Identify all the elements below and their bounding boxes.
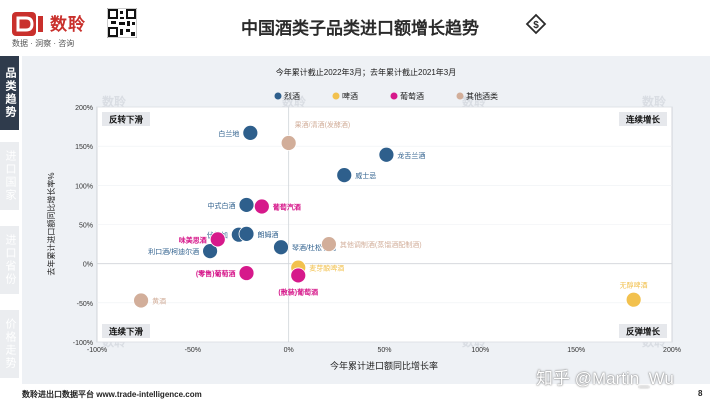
x-tick-label: -100%	[87, 347, 107, 354]
tab-import-provinces-label: 进口省份	[4, 234, 16, 286]
legend-marker	[456, 92, 464, 100]
quadrant-label-top-right: 连续增长	[626, 115, 661, 125]
data-point[interactable]	[336, 167, 353, 184]
legend-label: 其他酒类	[466, 91, 498, 101]
data-point[interactable]	[238, 225, 255, 242]
tab-price-trend[interactable]: 价格走势	[0, 310, 19, 378]
footer: 数聆进出口数据平台 www.trade-intelligence.com 8	[0, 386, 720, 405]
data-point[interactable]	[238, 197, 255, 213]
page-title: 中国酒类子品类进口额增长趋势	[241, 19, 479, 38]
footer-platform: 数聆进出口数据平台 www.trade-intelligence.com	[22, 390, 202, 399]
watermark-logo: 数聆	[642, 94, 666, 109]
x-tick-label: 100%	[471, 347, 489, 354]
y-tick-label: 150%	[75, 144, 93, 151]
x-axis-label: 今年累计进口额同比增长率	[330, 360, 438, 371]
chart-note: 今年累计截止2022年3月；去年累计截止2021年3月	[276, 67, 457, 77]
data-label: 利口酒/柯迪尔酒	[148, 247, 199, 256]
data-label: 黄酒	[152, 296, 166, 305]
data-points: 白兰地龙舌兰酒威士忌中式白酒伏特加朗姆酒利口酒/柯迪尔酒琴酒/杜松子酒麦芽酿啤酒…	[133, 120, 648, 309]
tab-price-trend-label: 价格走势	[4, 318, 16, 370]
brand-name: 数聆	[50, 15, 86, 34]
y-tick-label: -50%	[77, 301, 93, 308]
legend-label: 葡萄酒	[400, 91, 424, 101]
chart-axes: -100%-100% -50% -50% 0% 0% 50% 50% 100% 100% 150%…	[73, 105, 681, 354]
y-tick-label: 0%	[83, 262, 93, 269]
data-label: 其他调制酒(蒸馏酒配制酒)	[340, 240, 422, 249]
y-tick-label: 200%	[75, 105, 93, 112]
watermark-logo: 数聆	[102, 94, 126, 109]
x-tick-label: -50%	[185, 347, 201, 354]
chart-panel: 数聆 数聆 数聆 数聆 数聆 数聆 数聆 数聆 数聆 数聆 今年累计截止2022…	[22, 56, 710, 384]
tab-category-trend[interactable]: 品类趋势	[0, 56, 19, 130]
data-label: (零售)葡萄酒	[196, 269, 236, 278]
watermark-logo: 数聆	[462, 94, 486, 109]
data-point[interactable]	[280, 135, 297, 151]
data-label: 中式白酒	[208, 201, 236, 210]
quadrant-label-bottom-right: 反弹增长	[626, 327, 661, 337]
y-axis-label: 去年累计进口额同比增长率%	[46, 172, 56, 275]
tab-category-trend-label: 品类趋势	[4, 67, 16, 119]
data-label: 朗姆酒	[258, 230, 279, 239]
data-label: 味美思酒	[179, 235, 207, 244]
data-label: (散装)葡萄酒	[278, 287, 318, 296]
data-point[interactable]	[202, 243, 218, 260]
sidebar: 品类趋势 进口国家 进口省份 价格走势	[0, 56, 19, 386]
quadrant-label-top-left: 反转下滑	[109, 115, 144, 125]
chart-legend: 烈酒 啤酒 葡萄酒 其他酒类	[274, 91, 498, 101]
watermark-logo: 数聆	[282, 94, 306, 109]
data-label: 麦芽酿啤酒	[309, 264, 344, 273]
quadrant-label-bg	[619, 324, 667, 338]
data-label: 琴酒/杜松子酒	[292, 243, 336, 252]
y-tick-label: 50%	[79, 223, 93, 230]
legend-marker	[274, 92, 282, 100]
data-label: 龙舌兰酒	[397, 151, 425, 160]
data-label: 果酒/清酒(发酵酒)	[295, 120, 351, 129]
legend-label: 烈酒	[284, 92, 300, 101]
qr-code-icon	[107, 8, 137, 38]
data-point[interactable]	[242, 124, 259, 141]
quadrant-label-bg	[102, 324, 150, 338]
data-label: 威士忌	[355, 171, 376, 180]
money-tag-icon: $	[525, 13, 547, 35]
data-label: 葡萄汽酒	[272, 202, 301, 211]
data-point[interactable]	[378, 146, 395, 163]
data-label: 白兰地	[218, 129, 239, 138]
data-point[interactable]	[253, 198, 270, 215]
data-point[interactable]	[273, 239, 289, 256]
data-point[interactable]	[290, 267, 307, 284]
x-tick-label: 150%	[567, 347, 585, 354]
y-tick-label: 100%	[75, 183, 93, 190]
legend-marker	[332, 92, 340, 100]
quadrant-label-bg	[102, 112, 150, 126]
source-watermark: 知乎 @Martin_Wu	[536, 369, 674, 388]
x-tick-label: 0%	[284, 347, 294, 354]
data-point[interactable]	[238, 265, 255, 281]
y-tick-label: -100%	[73, 340, 93, 347]
svg-text:$: $	[533, 20, 539, 31]
data-point[interactable]	[625, 291, 642, 308]
tab-import-countries[interactable]: 进口国家	[0, 142, 19, 210]
tab-import-provinces[interactable]: 进口省份	[0, 226, 19, 294]
quadrant-label-bg	[619, 112, 667, 126]
brand-logo[interactable]: 数聆 数据 · 洞察 · 咨询	[6, 8, 136, 48]
growth-scatter-chart: 数聆 数聆 数聆 数聆 数聆 数聆 数聆 数聆 数聆 数聆 今年累计截止2022…	[46, 67, 681, 371]
x-tick-label: 50%	[377, 347, 391, 354]
brand-tagline: 数据 · 洞察 · 咨询	[12, 39, 75, 48]
legend-marker	[390, 92, 398, 100]
data-label: 无醇啤酒	[620, 281, 648, 290]
data-point[interactable]	[133, 292, 149, 309]
quadrant-label-bottom-left: 连续下滑	[109, 327, 144, 337]
page-number: 8	[698, 389, 703, 398]
tab-import-countries-label: 进口国家	[4, 150, 16, 202]
x-tick-label: 200%	[663, 347, 681, 354]
brand-logo-icon	[12, 12, 43, 36]
legend-label: 啤酒	[342, 91, 358, 101]
header: 数聆 数据 · 洞察 · 咨询 中国酒类子品类进口额增长趋势 $	[0, 0, 720, 52]
data-point[interactable]	[321, 236, 337, 252]
data-point[interactable]	[209, 231, 226, 248]
